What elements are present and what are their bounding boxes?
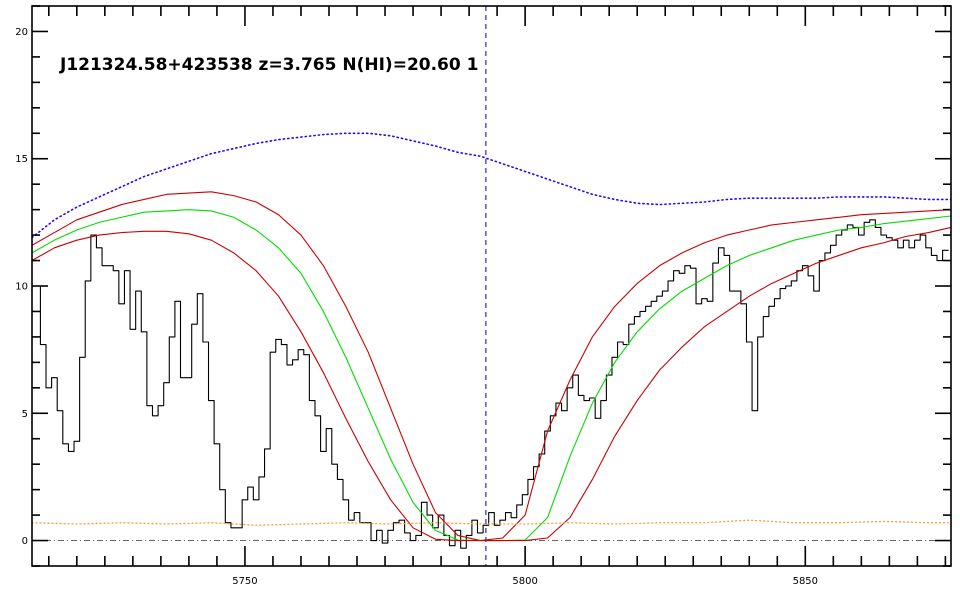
series-layer [32, 6, 951, 566]
series-fit-upper [32, 191, 951, 542]
series-flux [34, 219, 949, 549]
y-tick-label: 5 [22, 409, 28, 420]
chart-title: J121324.58+423538 z=3.765 N(HI)=20.60 1 [59, 55, 478, 75]
series-error [32, 519, 951, 526]
axes-layer: 5750 5800 5850 0 5 10 15 20 [15, 5, 952, 587]
series-fit [32, 209, 951, 542]
y-tick-label: 15 [15, 154, 28, 165]
y-tick-label: 10 [15, 282, 28, 293]
series-continuum [32, 132, 951, 239]
series-fit-lower [32, 226, 951, 542]
y-tick-label: 20 [15, 27, 28, 38]
x-tick-label: 5800 [512, 576, 537, 587]
y-tick-label: 0 [22, 536, 28, 547]
x-tick-label: 5850 [793, 576, 818, 587]
plot-frame [31, 5, 952, 567]
x-tick-label: 5750 [232, 576, 257, 587]
